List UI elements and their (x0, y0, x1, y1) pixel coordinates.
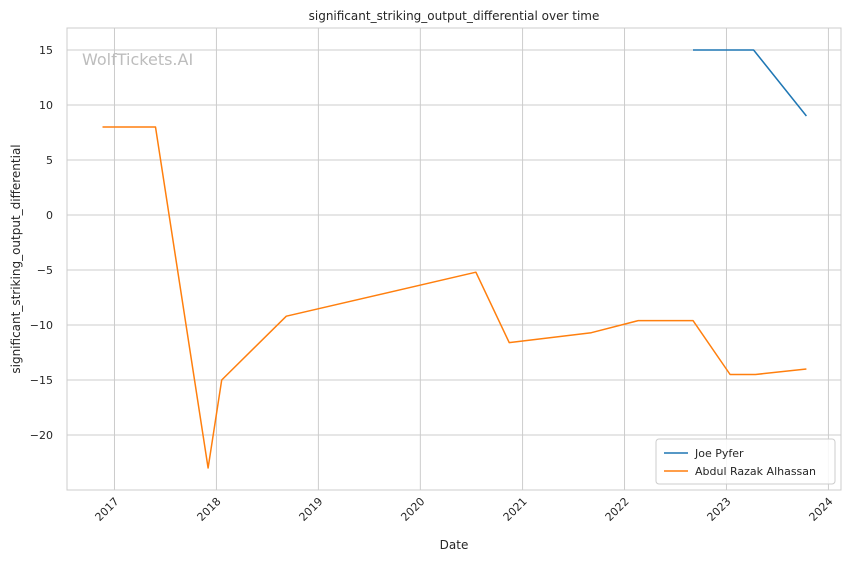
series-layer (102, 49, 807, 469)
series-line-1 (102, 126, 807, 469)
grid (67, 28, 841, 490)
x-tick-label: 2021 (501, 495, 530, 524)
chart-title: significant_striking_output_differential… (309, 9, 600, 23)
legend-box (655, 438, 836, 485)
x-tick-label: 2023 (705, 495, 734, 524)
y-tick-label: −10 (30, 319, 53, 332)
y-tick-label: 10 (39, 99, 53, 112)
x-tick-label: 2020 (398, 495, 427, 524)
x-axis-ticks: 2017 2018 2019 2020 2021 2022 2023 2024 (93, 495, 836, 524)
x-axis-label: Date (440, 538, 469, 552)
legend-label: Joe Pyfer (694, 447, 744, 460)
y-tick-label: 5 (46, 154, 53, 167)
plot-area (66, 27, 842, 491)
y-axis-label: significant_striking_output_differential (9, 144, 23, 373)
legend-label: Abdul Razak Alhassan (695, 465, 816, 478)
x-tick-label: 2019 (297, 495, 326, 524)
x-tick-label: 2018 (195, 495, 224, 524)
y-tick-label: −5 (37, 264, 53, 277)
x-tick-label: 2017 (93, 495, 122, 524)
y-tick-label: −15 (30, 374, 53, 387)
y-tick-label: 15 (39, 44, 53, 57)
x-tick-label: 2024 (807, 495, 836, 524)
legend: Joe Pyfer Abdul Razak Alhassan (655, 438, 836, 485)
watermark: WolfTickets.AI (82, 50, 193, 69)
y-tick-label: −20 (30, 429, 53, 442)
x-tick-label: 2022 (603, 495, 632, 524)
y-tick-label: 0 (46, 209, 53, 222)
y-axis-ticks: −20 −15 −10 −5 0 5 10 15 (30, 44, 53, 442)
series-line-0 (693, 49, 807, 117)
